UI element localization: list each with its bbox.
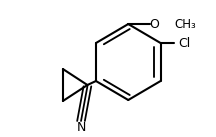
Text: N: N [76, 121, 86, 134]
Text: CH₃: CH₃ [174, 18, 196, 31]
Text: O: O [149, 18, 159, 31]
Text: Cl: Cl [179, 37, 191, 50]
